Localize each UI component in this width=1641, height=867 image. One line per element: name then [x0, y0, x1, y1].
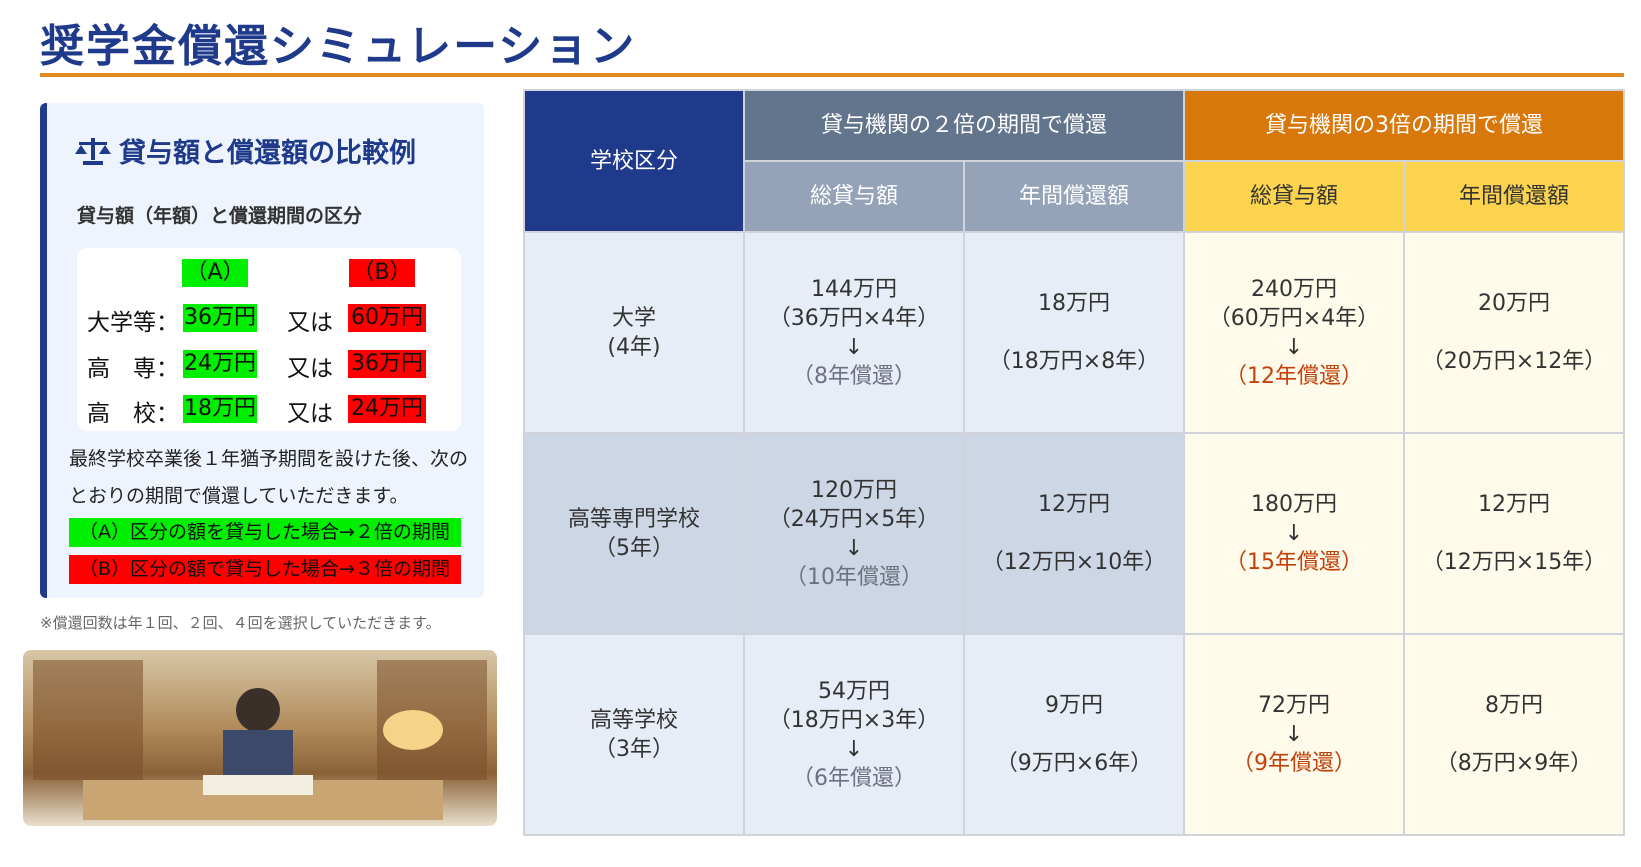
or-text: 又は	[287, 310, 333, 336]
student-studying-illustration	[23, 650, 497, 826]
amount-b: 60万円	[348, 304, 426, 332]
annual: 12万円	[1038, 492, 1110, 517]
school-name: 大学	[611, 305, 656, 331]
period: （6年償還）	[792, 765, 916, 791]
annual: 18万円	[1038, 291, 1110, 316]
annual-cell: 9万円 （9万円×6年）	[963, 633, 1185, 836]
header-annual-repayment: 年間償還額	[963, 160, 1185, 233]
arrow-down-icon: ↓	[844, 535, 864, 561]
or-text: 又は	[287, 356, 333, 382]
annual: 9万円	[1045, 693, 1103, 718]
total-detail: （18万円×3年）	[768, 707, 940, 733]
arrow-down-icon: ↓	[1284, 722, 1304, 747]
annual-detail: （8万円×9年）	[1435, 751, 1593, 776]
total-detail: （24万円×5年）	[768, 506, 940, 532]
annual-detail: （12万円×10年）	[981, 550, 1167, 575]
header-total-loan: 総貸与額	[743, 160, 965, 233]
period: （8年償還）	[792, 363, 916, 389]
annual-detail: （20万円×12年）	[1421, 349, 1607, 374]
page-title: 奨学金償還シミュレーション	[40, 21, 637, 72]
annual-detail: （9万円×6年）	[995, 751, 1153, 776]
annual: 20万円	[1478, 291, 1550, 316]
school-years: （3年）	[594, 736, 674, 762]
amount-a: 18万円	[183, 395, 257, 423]
arrow-down-icon: ↓	[1284, 521, 1304, 546]
amount-box: （A） （B） 大学等： 36万円 又は 60万円 高 専： 24万円 又は 3…	[77, 248, 461, 431]
school-cell: 大学 (4年)	[523, 231, 745, 434]
arrow-down-icon: ↓	[844, 736, 864, 762]
annual-detail: （18万円×8年）	[988, 349, 1160, 374]
total: 240万円	[1251, 276, 1337, 302]
school-years: (4年)	[607, 334, 661, 360]
annual-cell: 18万円 （18万円×8年）	[963, 231, 1185, 434]
row-label: 高 校：	[87, 401, 179, 427]
period: （12年償還）	[1225, 363, 1363, 389]
header-annual-repayment: 年間償還額	[1403, 160, 1625, 233]
school-cell: 高等学校 （3年）	[523, 633, 745, 836]
panel-subheading: 貸与額（年額）と償還期間の区分	[77, 205, 363, 227]
arrow-down-icon: ↓	[844, 334, 864, 360]
school-name: 高等専門学校	[567, 506, 700, 532]
total: 72万円	[1258, 693, 1330, 718]
total-cell: 180万円 ↓ （15年償還）	[1183, 432, 1405, 635]
header-3x-period: 貸与機関の3倍の期間で償還	[1183, 89, 1625, 162]
arrow-down-icon: ↓	[1284, 334, 1304, 360]
amount-b: 24万円	[348, 395, 426, 423]
total: 54万円	[818, 678, 890, 704]
header-total-loan: 総貸与額	[1183, 160, 1405, 233]
period: （9年償還）	[1232, 751, 1356, 776]
total-cell: 72万円 ↓ （9年償還）	[1183, 633, 1405, 836]
col-b-label: （B）	[349, 259, 415, 287]
annual: 8万円	[1485, 693, 1543, 718]
school-name: 高等学校	[589, 707, 678, 733]
title-divider	[40, 73, 1624, 77]
total: 180万円	[1251, 492, 1337, 517]
scale-icon	[75, 137, 111, 165]
annual-detail: （12万円×15年）	[1421, 550, 1607, 575]
table-row: 大学 (4年) 144万円 （36万円×4年） ↓ （8年償還） 18万円 （18万円×8…	[523, 231, 1625, 434]
col-a-label: （A）	[182, 259, 248, 287]
row-label: 高 専：	[87, 356, 179, 382]
total-detail: （60万円×4年）	[1208, 305, 1380, 331]
annual-cell: 8万円 （8万円×9年）	[1403, 633, 1625, 836]
annual-cell: 20万円 （20万円×12年）	[1403, 231, 1625, 434]
annual-cell: 12万円 （12万円×15年）	[1403, 432, 1625, 635]
period: （15年償還）	[1225, 550, 1363, 575]
school-years: （5年）	[594, 535, 674, 561]
total-cell: 54万円 （18万円×3年） ↓ （6年償還）	[743, 633, 965, 836]
annual: 12万円	[1478, 492, 1550, 517]
total-detail: （36万円×4年）	[768, 305, 940, 331]
amount-a: 24万円	[183, 350, 257, 378]
total-cell: 120万円 （24万円×5年） ↓ （10年償還）	[743, 432, 965, 635]
repayment-table: 学校区分 貸与機関の２倍の期間で償還 貸与機関の3倍の期間で償還 総貸与額 年間…	[523, 89, 1625, 836]
total: 144万円	[811, 276, 897, 302]
rule-b: （B）区分の額で貸与した場合→３倍の期間	[69, 555, 461, 584]
amount-a: 36万円	[183, 304, 257, 332]
table-row: 高等学校 （3年） 54万円 （18万円×3年） ↓ （6年償還） 9万円 （9万円×6年…	[523, 633, 1625, 836]
rule-a: （A）区分の額を貸与した場合→２倍の期間	[69, 518, 461, 547]
repayment-description: 最終学校卒業後１年猶予期間を設けた後、次のとおりの期間で償還していただきます。	[69, 448, 469, 507]
or-text: 又は	[287, 401, 333, 427]
row-label: 大学等：	[87, 310, 179, 336]
period: （10年償還）	[785, 564, 923, 590]
total-cell: 144万円 （36万円×4年） ↓ （8年償還）	[743, 231, 965, 434]
panel-heading: 貸与額と償還額の比較例	[75, 131, 416, 170]
amount-b: 36万円	[348, 350, 426, 378]
panel-heading-text: 貸与額と償還額の比較例	[119, 138, 416, 169]
footnote: ※償還回数は年１回、２回、４回を選択していただきます。	[40, 614, 441, 632]
header-school-type: 学校区分	[523, 89, 745, 233]
total: 120万円	[811, 477, 897, 503]
header-2x-period: 貸与機関の２倍の期間で償還	[743, 89, 1185, 162]
comparison-panel: 貸与額と償還額の比較例 貸与額（年額）と償還期間の区分 （A） （B） 大学等：…	[40, 103, 484, 598]
total-cell: 240万円 （60万円×4年） ↓ （12年償還）	[1183, 231, 1405, 434]
table-row: 高等専門学校 （5年） 120万円 （24万円×5年） ↓ （10年償還） 12万円 （1…	[523, 432, 1625, 635]
annual-cell: 12万円 （12万円×10年）	[963, 432, 1185, 635]
school-cell: 高等専門学校 （5年）	[523, 432, 745, 635]
